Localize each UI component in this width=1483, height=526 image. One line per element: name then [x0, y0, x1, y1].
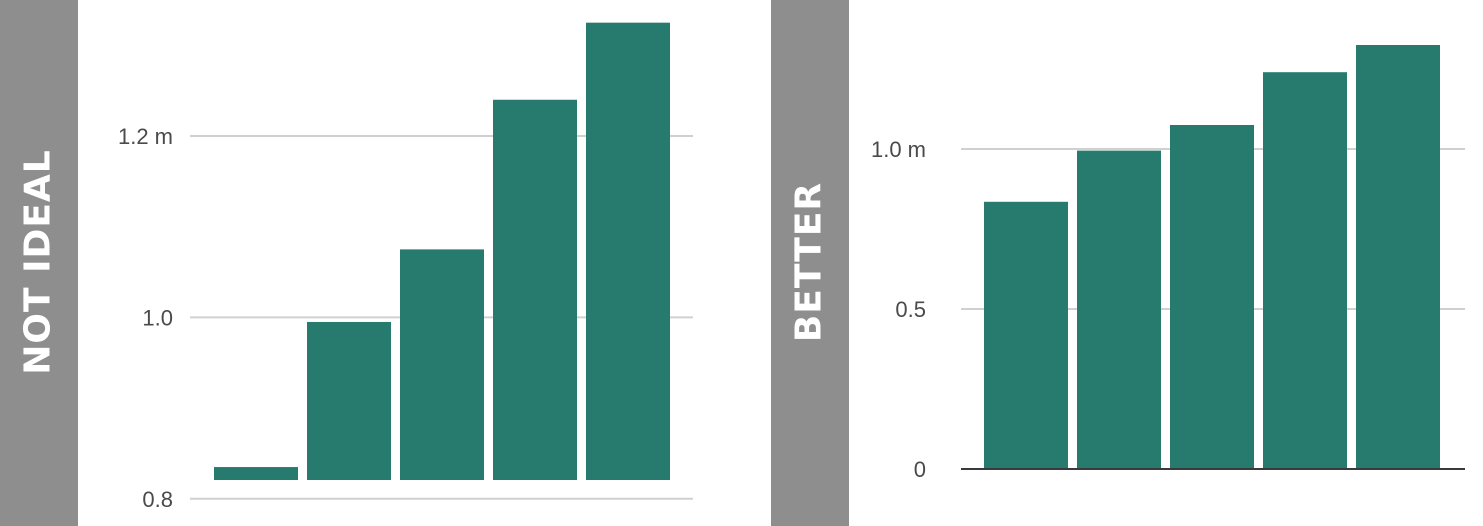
y-tick-label: 0.5	[895, 297, 926, 322]
y-tick-label: 1.2 m	[118, 124, 173, 149]
bar	[400, 249, 484, 480]
bar	[586, 22, 670, 480]
y-tick-label: 0.8	[142, 487, 173, 512]
bar-chart-not-ideal: 0.8 1.0 1.2 m	[118, 22, 693, 512]
y-tick-label: 1.0 m	[871, 137, 926, 162]
y-tick-label: 0	[914, 457, 926, 482]
bar	[1263, 72, 1347, 469]
bar-chart-better: 0 0.5 1.0 m	[871, 45, 1465, 482]
bar	[1077, 150, 1161, 469]
bar	[307, 321, 391, 480]
bar	[214, 467, 298, 480]
bar	[984, 201, 1068, 470]
panel-label-better: BETTER	[771, 0, 849, 526]
panel-label-text: BETTER	[788, 181, 830, 343]
bar	[1170, 125, 1254, 469]
bar	[493, 99, 577, 481]
y-tick-label: 1.0	[142, 305, 173, 330]
bar	[1356, 45, 1440, 469]
panel-label-not-ideal: NOT IDEAL	[0, 0, 78, 526]
